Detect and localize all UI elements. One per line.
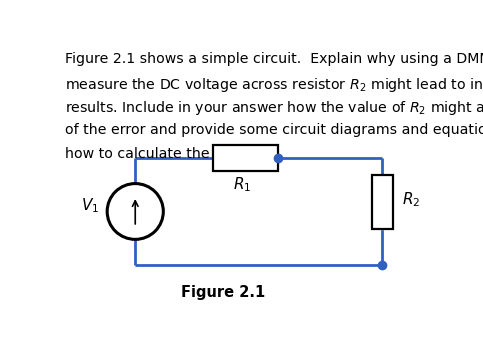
Text: Figure 2.1 shows a simple circuit.  Explain why using a DMM to: Figure 2.1 shows a simple circuit. Expla… [65,52,483,66]
Text: $\mathit{V}_1$: $\mathit{V}_1$ [81,197,99,215]
Polygon shape [213,145,278,171]
Text: how to calculate the error.: how to calculate the error. [65,147,252,161]
Text: results. Include in your answer how the value of $\mathit{R}_2$ might affect the: results. Include in your answer how the … [65,99,483,118]
Polygon shape [372,175,393,229]
Text: $\mathit{R}_1$: $\mathit{R}_1$ [233,175,251,194]
Ellipse shape [107,184,163,239]
Text: measure the DC voltage across resistor $\mathit{R}_2$ might lead to inaccurate: measure the DC voltage across resistor $… [65,76,483,94]
Bar [213,145,278,171]
Text: of the error and provide some circuit diagrams and equations to show: of the error and provide some circuit di… [65,123,483,137]
Text: Figure 2.1: Figure 2.1 [181,285,265,300]
Text: $\mathit{R}_2$: $\mathit{R}_2$ [402,190,420,209]
Bar [372,175,393,229]
